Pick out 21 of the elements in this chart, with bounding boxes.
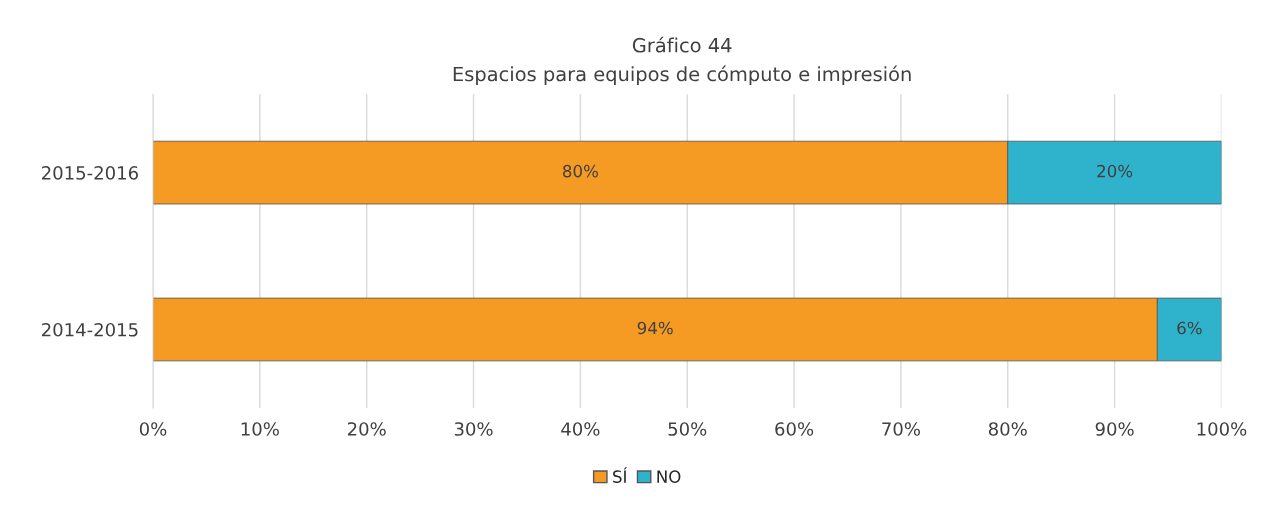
legend-label: NO [657, 470, 681, 483]
x-tick-label: 50% [668, 422, 707, 436]
x-tick-label: 10% [241, 422, 279, 436]
y-tick-label: 2014-2015 [42, 322, 138, 337]
data-label: 80% [562, 164, 598, 178]
x-tick-label: 60% [775, 422, 814, 436]
x-tick-label: 100% [1197, 422, 1247, 436]
x-tick-label: 80% [988, 422, 1027, 436]
chart-subtitle: Espacios para equipos de cómputo e impresión [453, 65, 911, 86]
data-label: 20% [1097, 164, 1133, 178]
x-tick-label: 0% [139, 422, 167, 436]
x-tick-label: 20% [347, 422, 386, 436]
x-tick-label: 40% [561, 422, 600, 436]
data-label: 6% [1177, 321, 1202, 335]
data-label: 94% [637, 321, 673, 335]
x-tick-label: 30% [454, 422, 493, 436]
x-tick-label: 70% [882, 422, 920, 436]
chart-title: Gráfico 44 [632, 36, 732, 53]
y-tick-label: 2015-2016 [42, 166, 138, 180]
x-tick-label: 90% [1095, 422, 1134, 436]
legend-label: SÍ [613, 467, 627, 483]
